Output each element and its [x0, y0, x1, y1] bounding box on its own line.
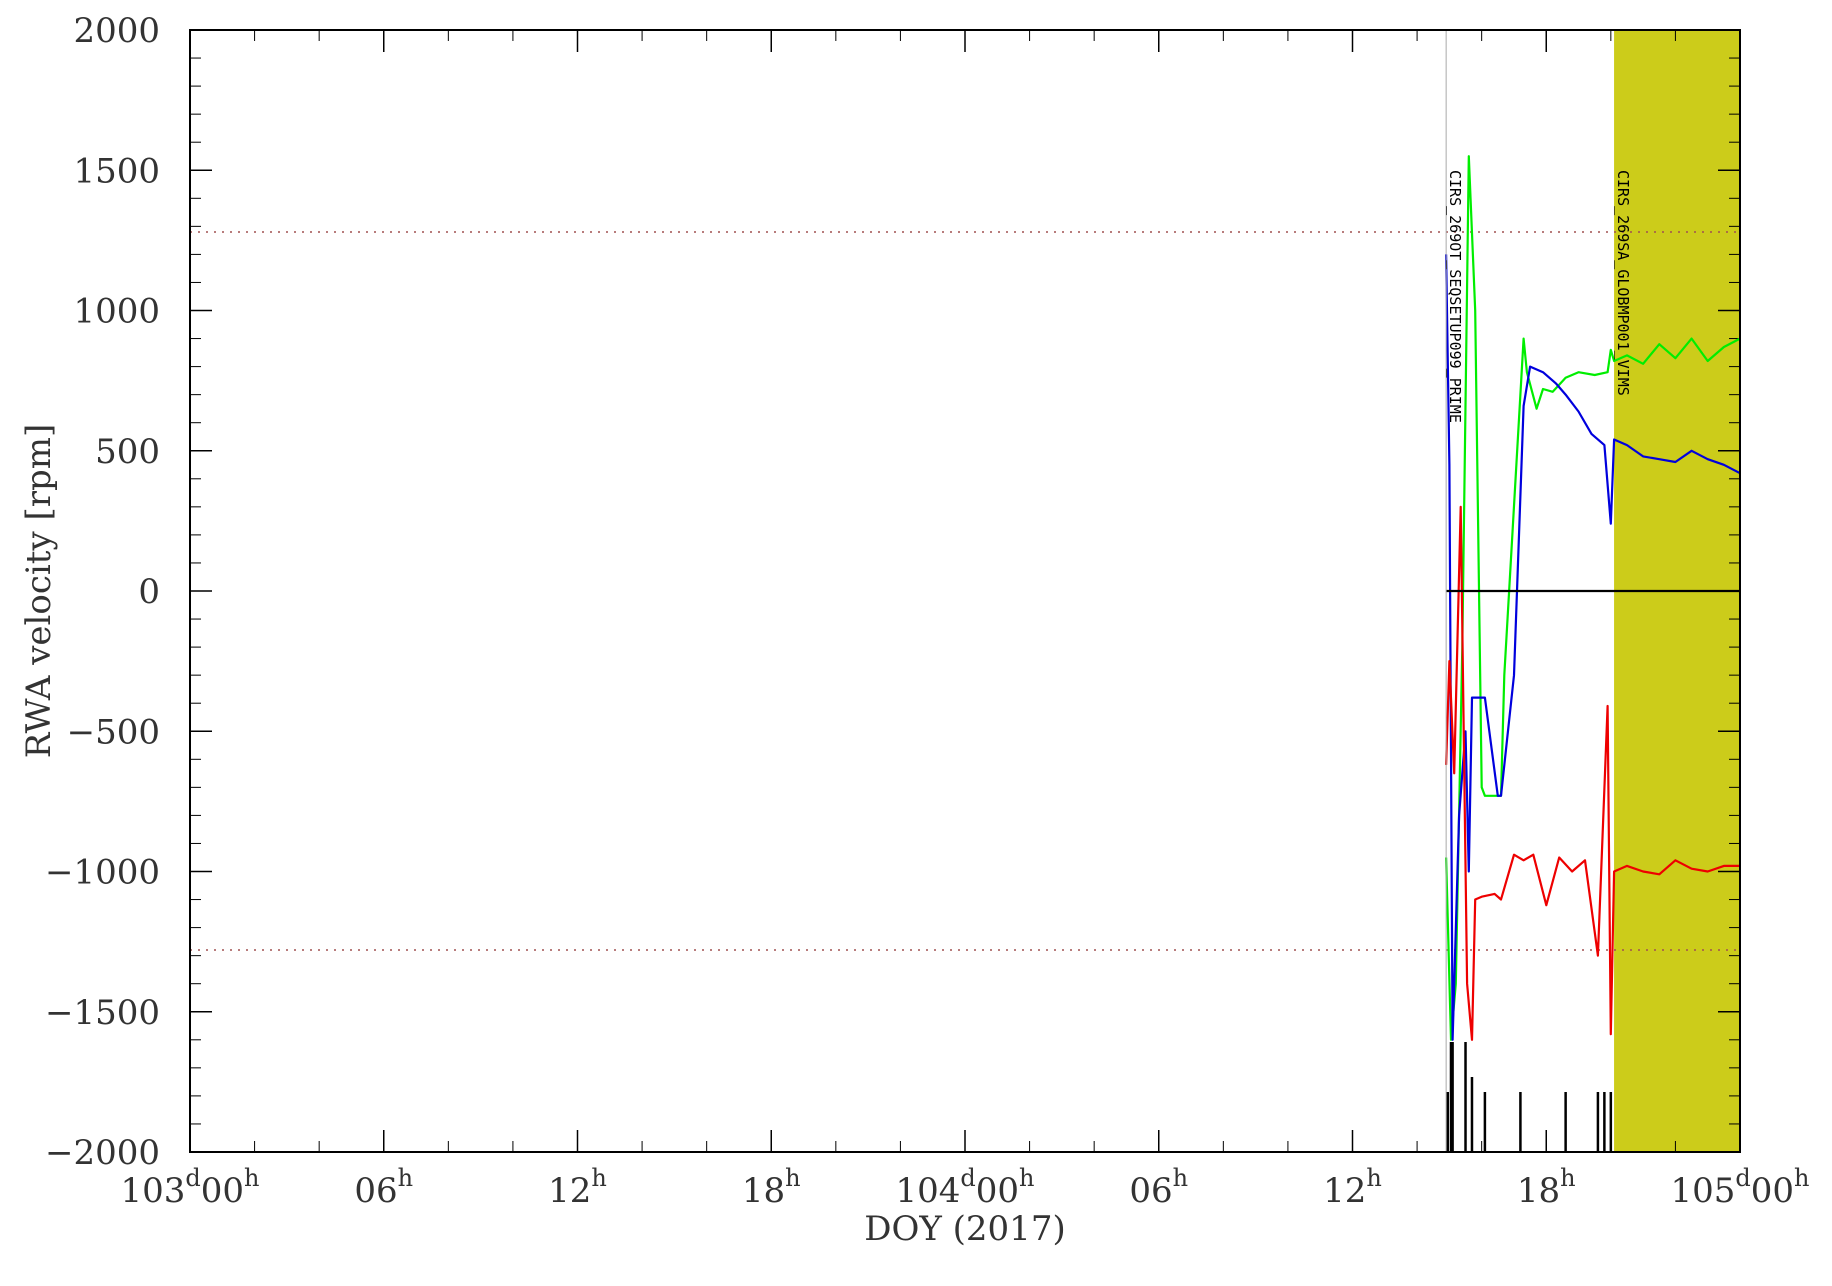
x-tick-label: 06h	[354, 1164, 413, 1211]
x-tick-label: 105d00h	[1670, 1164, 1809, 1211]
annotation-label: CIRS_269SA_GLOBMP001_VIMS	[1614, 170, 1632, 396]
y-tick-label: 2000	[73, 11, 160, 51]
y-tick-label: 0	[138, 572, 160, 612]
y-tick-label: 500	[95, 432, 160, 472]
x-tick-label: 12h	[1323, 1164, 1382, 1211]
x-tick-label: 18h	[742, 1164, 801, 1211]
y-tick-label: −2000	[45, 1133, 160, 1173]
series-line-1	[1445, 254, 1741, 1041]
y-tick-label: 1000	[73, 292, 160, 332]
x-tick-label: 104d00h	[895, 1164, 1034, 1211]
series-line-2	[1445, 505, 1740, 1041]
tick-labels-layer: 2000 1500 1000 500 0 −500 −1000 −1500 −2000103d0…	[45, 11, 1810, 1211]
annotation-label: CIRS_269OT_SEQSETUP099_PRIME	[1446, 170, 1464, 423]
plot-frame	[189, 29, 1741, 1153]
y-tick-label: −500	[67, 712, 160, 752]
x-tick-label: 06h	[1129, 1164, 1188, 1211]
y-tick-label: −1000	[45, 853, 160, 893]
annotations-layer: CIRS_269OT_SEQSETUP099_PRIME CIRS_269SA_G…	[1445, 30, 1632, 1152]
y-tick-label: −1500	[45, 993, 160, 1033]
y-axis-title: RWA velocity [rpm]	[19, 424, 59, 759]
x-tick-label: 12h	[548, 1164, 607, 1211]
x-tick-label: 18h	[1517, 1164, 1576, 1211]
x-tick-label: 103d00h	[120, 1164, 259, 1211]
series-layer	[1445, 155, 1741, 1152]
x-axis-title: DOY (2017)	[864, 1209, 1065, 1249]
y-tick-label: 1500	[73, 151, 160, 191]
series-line-0	[1445, 155, 1741, 1041]
